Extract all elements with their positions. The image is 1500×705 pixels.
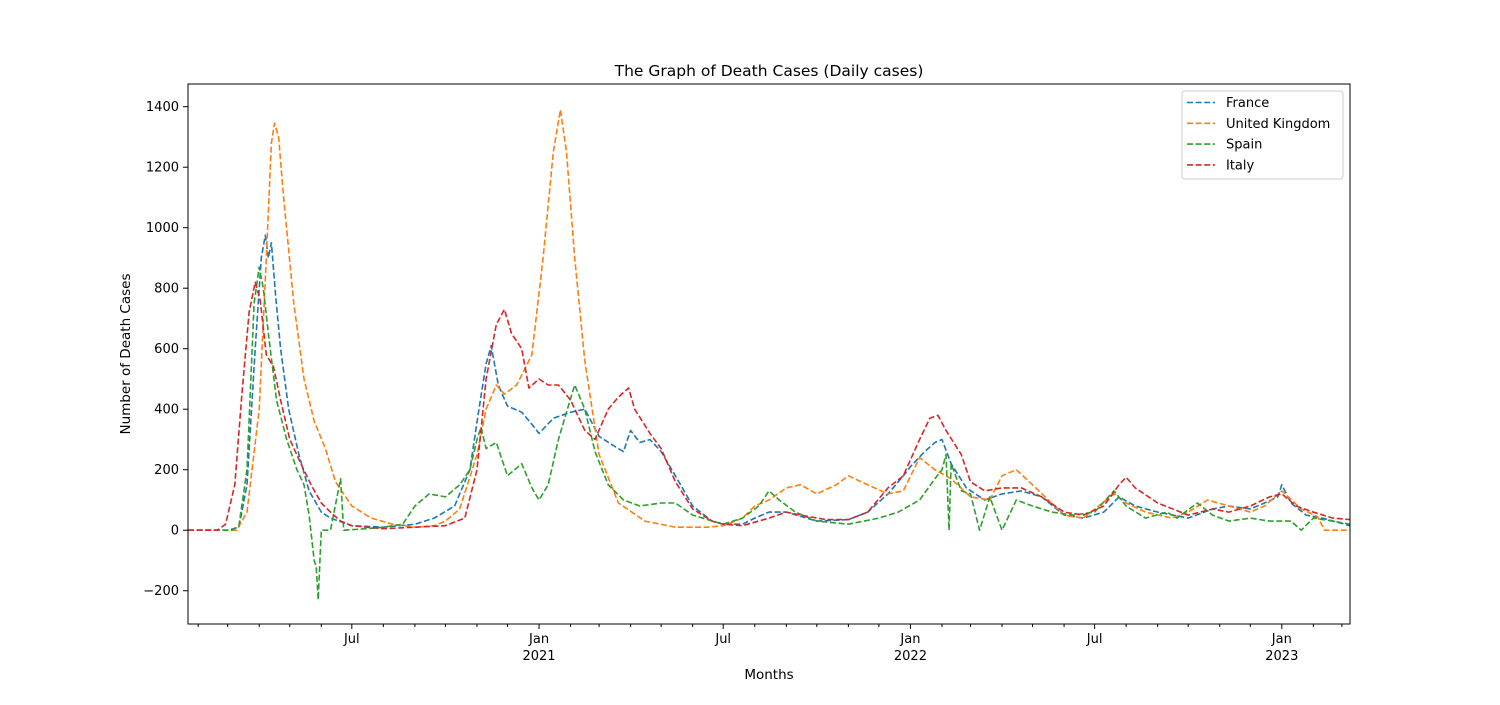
chart-title: The Graph of Death Cases (Daily cases)	[614, 62, 924, 80]
legend-label-spain: Spain	[1226, 138, 1262, 153]
y-tick-label: 1400	[146, 100, 179, 115]
y-tick-label: −200	[143, 584, 179, 599]
x-tick-year-label: 2021	[522, 649, 555, 664]
y-axis-ticks: −200 0 200 400 600 800 1000 1200 1400	[143, 100, 188, 599]
legend: France United Kingdom Spain Italy	[1181, 90, 1344, 180]
x-tick-label: Jan	[1271, 632, 1292, 647]
plot-area-frame	[187, 83, 1351, 625]
legend-label-france: France	[1226, 96, 1269, 111]
legend-label-united-kingdom: United Kingdom	[1226, 117, 1330, 132]
series-line-spain	[188, 266, 1350, 601]
y-tick-label: 1200	[146, 161, 179, 176]
y-tick-label: 800	[154, 282, 179, 297]
legend-box	[1181, 90, 1344, 180]
series-line-united-kingdom	[188, 108, 1350, 532]
x-tick-label: Jan	[528, 632, 549, 647]
y-tick-label: 600	[154, 342, 179, 357]
x-axis-ticks: Jul Jan 2021 Jul Jan 2022 Jul Jan 2023	[197, 624, 1343, 664]
x-tick-label: Jul	[343, 632, 360, 647]
y-tick-label: 400	[154, 403, 179, 418]
y-tick-label: 1000	[146, 221, 179, 236]
x-tick-label: Jul	[714, 632, 731, 647]
x-tick-label: Jul	[1086, 632, 1103, 647]
y-tick-label: 0	[171, 524, 179, 539]
y-axis-label: Number of Death Cases	[118, 273, 134, 434]
x-tick-year-label: 2023	[1265, 649, 1298, 664]
series-line-france	[188, 234, 1350, 532]
legend-label-italy: Italy	[1226, 158, 1255, 173]
y-tick-label: 200	[154, 463, 179, 478]
x-tick-label: Jan	[899, 632, 920, 647]
x-tick-year-label: 2022	[894, 649, 927, 664]
series-line-italy	[188, 281, 1350, 532]
x-axis-label: Months	[744, 667, 793, 683]
series-lines	[188, 108, 1350, 601]
